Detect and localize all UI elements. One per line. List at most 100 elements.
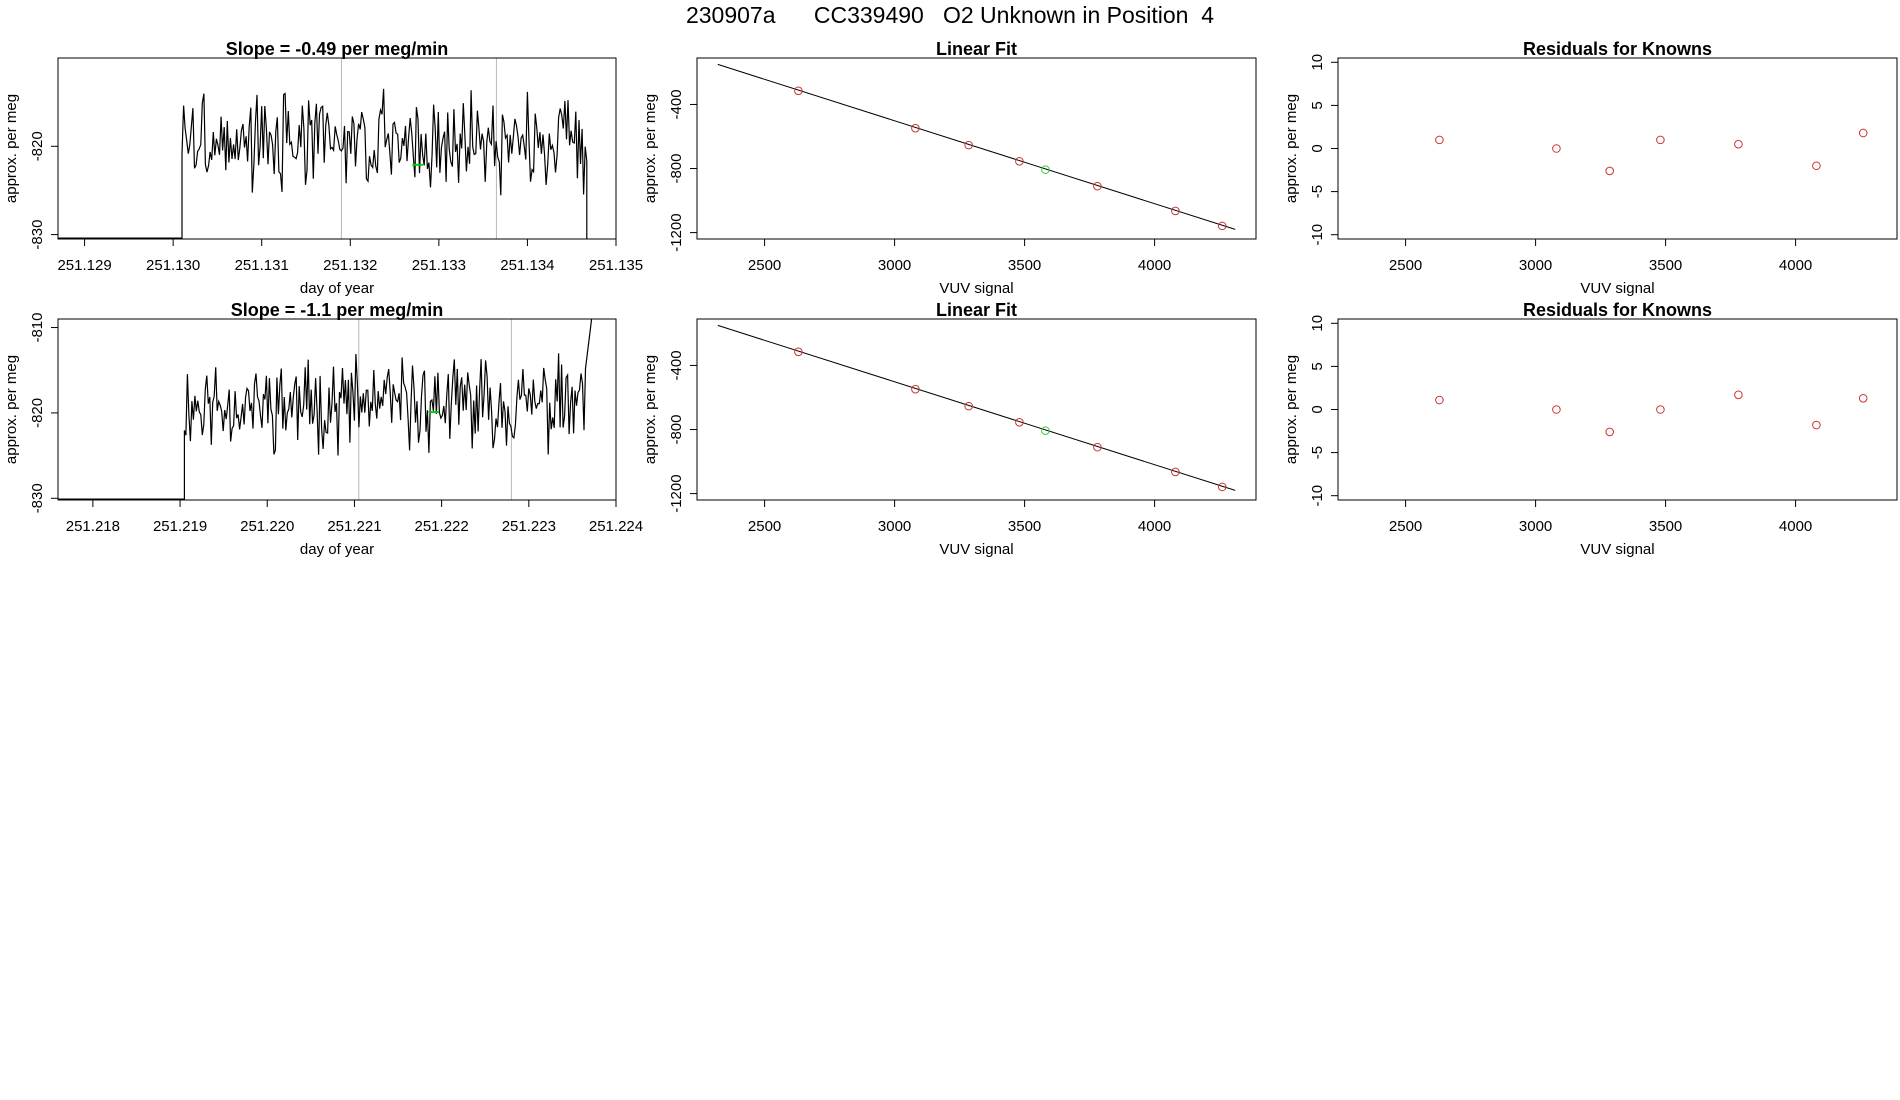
row1-fit-xtick-label: 4000 [1138, 257, 1171, 274]
row1-timeseries-frame [57, 57, 617, 240]
row2-timeseries-xtick-label: 251.223 [502, 518, 556, 535]
row2-fit-plot-area [717, 324, 1236, 492]
row2-residuals-point-residuals [1435, 395, 1444, 405]
row1-fit-ytick-label: -1200 [668, 213, 685, 251]
row2-fit-fit-line [717, 324, 1236, 491]
row2-residuals-ytick-label: 10 [1309, 315, 1326, 332]
row1-fit-title: Linear Fit [936, 39, 1017, 59]
row2-residuals-frame [1337, 318, 1898, 501]
row2-fit-point-knowns [1171, 467, 1180, 477]
row1-fit-plot-area [717, 63, 1236, 231]
row1-residuals-xtick-label: 3000 [1519, 257, 1552, 274]
row1-fit-ytick-label: -800 [668, 154, 685, 184]
row2-timeseries-series-signal [58, 319, 593, 500]
row2-fit-xlabel: VUV signal [939, 541, 1013, 558]
row2-residuals-xtick-label: 3500 [1649, 518, 1682, 535]
row2-timeseries-ytick-label: -820 [29, 398, 46, 428]
row1-residuals-ytick-label: 0 [1309, 144, 1326, 152]
row2-residuals-ylabel: approx. per meg [1283, 355, 1300, 464]
row2-fit-xtick-label: 2500 [748, 518, 781, 535]
row2-residuals-chart: Residuals for Knowns VUV signal approx. pe… [1283, 300, 1898, 558]
row1-timeseries-xtick-label: 251.135 [589, 257, 643, 274]
row1-timeseries-ytick-label: -820 [29, 131, 46, 161]
row1-timeseries-ylabel: approx. per meg [3, 94, 20, 203]
figure-title: 230907a CC339490 O2 Unknown in Position … [685, 2, 1215, 28]
row2-fit-point-unknown [1041, 426, 1050, 435]
row1-residuals-ytick-label: 10 [1309, 54, 1326, 71]
row1-residuals-point-residuals [1435, 135, 1444, 145]
row1-fit-point-knowns [911, 123, 920, 133]
row2-residuals-title: Residuals for Knowns [1523, 300, 1712, 320]
row1-fit-fit-line [717, 63, 1236, 230]
row2-fit-ytick-label: -800 [668, 415, 685, 445]
row1-timeseries-xtick-label: 251.129 [57, 257, 111, 274]
row2-residuals-point-residuals [1858, 393, 1868, 403]
row1-timeseries-xtick-label: 251.131 [235, 257, 289, 274]
row1-residuals-frame [1337, 57, 1898, 240]
row1-fit-ylabel: approx. per meg [642, 94, 659, 203]
row1-fit-chart: Linear Fit VUV signal approx. per meg 2500 3… [642, 39, 1257, 297]
row2-residuals-ytick-label: 5 [1309, 362, 1326, 370]
row2-fit-ytick-label: -1200 [668, 474, 685, 512]
row2-timeseries-ylabel: approx. per meg [3, 355, 20, 464]
row2-timeseries-chart: Slope = -1.1 per meg/min day of year appro… [3, 300, 643, 558]
row1-residuals-point-residuals [1605, 166, 1614, 176]
row1-residuals-xlabel: VUV signal [1580, 280, 1654, 297]
row2-residuals-point-residuals [1812, 420, 1821, 430]
row2-timeseries-ytick-label: -830 [29, 483, 46, 513]
row1-fit-point-knowns [1217, 221, 1227, 231]
row2-fit-xtick-label: 3000 [878, 518, 911, 535]
row2-timeseries-frame [57, 318, 617, 501]
row2-residuals-ytick-label: -10 [1309, 485, 1326, 507]
row2-residuals-point-residuals [1656, 405, 1665, 414]
row2-timeseries-xtick-label: 251.222 [415, 518, 469, 535]
row2-residuals-xtick-label: 4000 [1779, 518, 1812, 535]
row1-timeseries-xtick-label: 251.134 [500, 257, 554, 274]
row1-residuals-title: Residuals for Knowns [1523, 39, 1712, 59]
row1-timeseries-series-signal [58, 88, 588, 239]
row1-residuals-ylabel: approx. per meg [1283, 94, 1300, 203]
row2-fit-xtick-label: 3500 [1008, 518, 1041, 535]
row1-residuals-point-residuals [1552, 144, 1561, 153]
row1-fit-point-knowns [1171, 206, 1180, 216]
row2-fit-xtick-label: 4000 [1138, 518, 1171, 535]
row1-fit-point-knowns [1093, 181, 1102, 191]
row1-fit-ytick-label: -400 [668, 89, 685, 119]
row1-residuals-point-residuals [1656, 135, 1665, 145]
row1-timeseries-xlabel: day of year [300, 280, 374, 297]
row1-timeseries-chart: Slope = -0.49 per meg/min day of year appr… [3, 39, 643, 297]
row1-timeseries-title: Slope = -0.49 per meg/min [226, 39, 449, 59]
row2-residuals-ytick-label: 0 [1309, 405, 1326, 413]
row1-fit-xtick-label: 3500 [1008, 257, 1041, 274]
row2-residuals-xtick-label: 2500 [1389, 518, 1422, 535]
row2-residuals-point-residuals [1552, 405, 1561, 414]
row1-residuals-xtick-label: 3500 [1649, 257, 1682, 274]
row2-residuals-xlabel: VUV signal [1580, 541, 1654, 558]
row1-timeseries-xtick-label: 251.132 [323, 257, 377, 274]
row2-fit-point-knowns [1015, 418, 1024, 427]
row1-residuals-ytick-label: -10 [1309, 224, 1326, 246]
row1-residuals-plot-area [1435, 128, 1868, 176]
row1-timeseries-ytick-label: -830 [29, 220, 46, 250]
row2-residuals-xtick-label: 3000 [1519, 518, 1552, 535]
row2-fit-point-knowns [964, 401, 974, 411]
row1-fit-xtick-label: 3000 [878, 257, 911, 274]
row2-residuals-ytick-label: -5 [1309, 446, 1326, 459]
row1-residuals-chart: Residuals for Knowns VUV signal approx. pe… [1283, 39, 1898, 297]
row2-fit-chart: Linear Fit VUV signal approx. per meg 2500 3… [642, 300, 1257, 558]
row2-residuals-point-residuals [1734, 390, 1743, 400]
row1-fit-point-knowns [1015, 157, 1024, 166]
row1-residuals-xtick-label: 4000 [1779, 257, 1812, 274]
row2-fit-point-knowns [1217, 482, 1227, 492]
row1-fit-point-knowns [964, 140, 974, 150]
row2-timeseries-xtick-label: 251.224 [589, 518, 643, 535]
row2-fit-frame [696, 318, 1257, 501]
row1-residuals-point-residuals [1734, 139, 1743, 149]
row2-timeseries-ytick-label: -810 [29, 313, 46, 343]
row1-fit-xlabel: VUV signal [939, 280, 1013, 297]
row2-timeseries-xlabel: day of year [300, 541, 374, 558]
row1-residuals-ytick-label: -5 [1309, 185, 1326, 198]
row2-timeseries-xtick-label: 251.219 [153, 518, 207, 535]
row1-fit-frame [696, 57, 1257, 240]
